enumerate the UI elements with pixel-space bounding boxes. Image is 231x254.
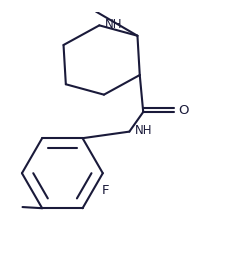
Text: NH: NH (105, 18, 123, 31)
Text: O: O (178, 104, 188, 117)
Text: NH: NH (135, 124, 153, 137)
Text: F: F (101, 184, 109, 197)
